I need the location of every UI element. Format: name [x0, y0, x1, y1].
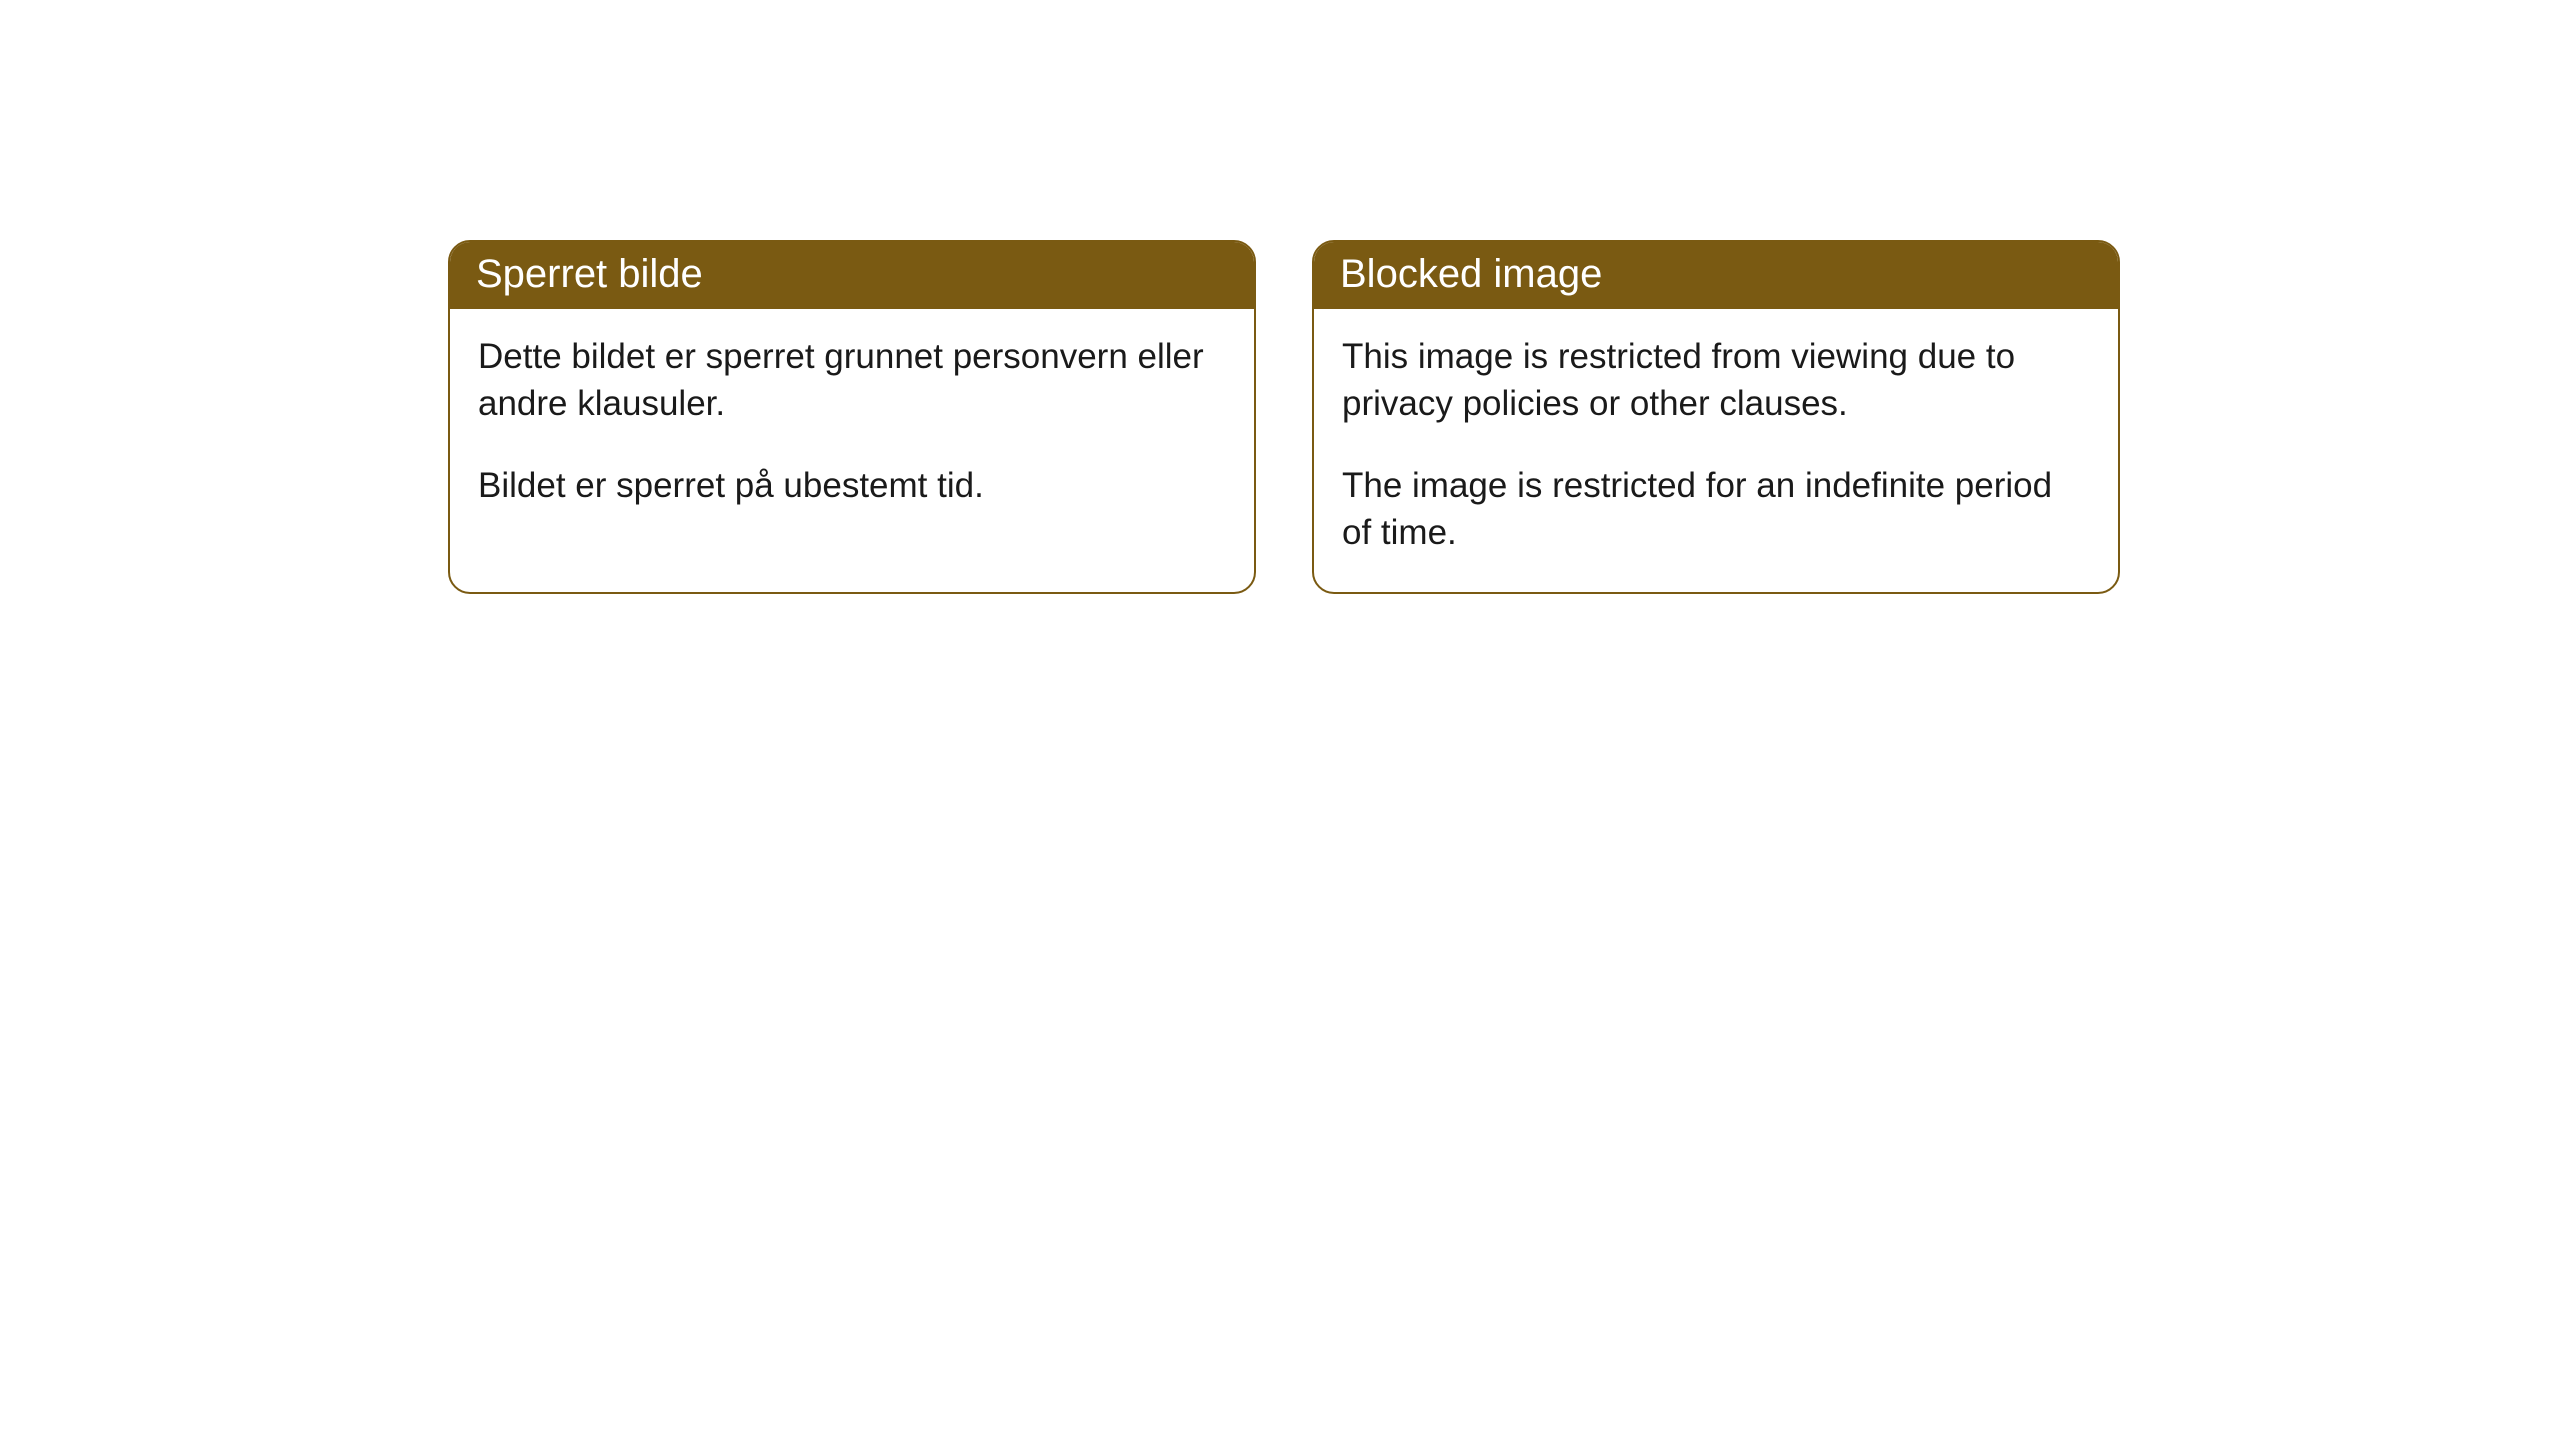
card-paragraph: This image is restricted from viewing du…	[1342, 333, 2090, 428]
blocked-image-card-en: Blocked image This image is restricted f…	[1312, 240, 2120, 594]
card-paragraph: Bildet er sperret på ubestemt tid.	[478, 462, 1226, 509]
card-body: Dette bildet er sperret grunnet personve…	[450, 309, 1254, 545]
card-paragraph: The image is restricted for an indefinit…	[1342, 462, 2090, 557]
card-header: Sperret bilde	[450, 242, 1254, 309]
card-header: Blocked image	[1314, 242, 2118, 309]
card-paragraph: Dette bildet er sperret grunnet personve…	[478, 333, 1226, 428]
blocked-image-card-no: Sperret bilde Dette bildet er sperret gr…	[448, 240, 1256, 594]
card-body: This image is restricted from viewing du…	[1314, 309, 2118, 592]
cards-container: Sperret bilde Dette bildet er sperret gr…	[0, 0, 2560, 594]
card-title: Sperret bilde	[476, 252, 703, 296]
card-title: Blocked image	[1340, 252, 1602, 296]
